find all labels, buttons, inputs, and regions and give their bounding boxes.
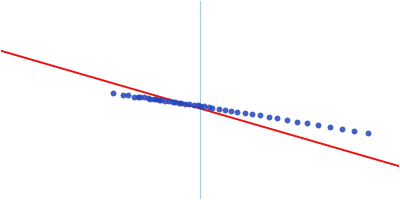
Point (110, 91, 116, 95)
Point (120, 94, 126, 97)
Point (190, 103, 197, 106)
Point (351, 129, 358, 132)
Point (274, 117, 280, 120)
Point (178, 101, 184, 105)
Point (200, 105, 207, 108)
Point (265, 115, 272, 119)
Point (294, 120, 300, 123)
Point (131, 95, 137, 98)
Point (141, 96, 147, 99)
Point (216, 107, 222, 110)
Point (209, 106, 216, 110)
Point (206, 105, 212, 109)
Point (197, 104, 203, 107)
Point (256, 114, 263, 117)
Point (304, 122, 310, 125)
Point (176, 101, 182, 105)
Point (153, 98, 160, 101)
Point (172, 101, 178, 104)
Point (182, 102, 188, 105)
Point (186, 102, 192, 106)
Point (234, 110, 240, 113)
Point (137, 95, 144, 98)
Point (169, 100, 176, 103)
Point (124, 93, 131, 96)
Point (147, 97, 153, 100)
Point (156, 98, 162, 101)
Point (162, 99, 168, 102)
Point (151, 97, 157, 100)
Point (339, 127, 345, 130)
Point (144, 97, 151, 100)
Point (242, 111, 248, 114)
Point (315, 123, 322, 127)
Point (284, 118, 290, 121)
Point (134, 95, 141, 99)
Point (365, 131, 371, 134)
Point (228, 109, 234, 112)
Point (158, 99, 164, 102)
Point (166, 100, 172, 103)
Point (326, 125, 333, 128)
Point (222, 108, 228, 111)
Point (249, 113, 256, 116)
Point (194, 104, 201, 107)
